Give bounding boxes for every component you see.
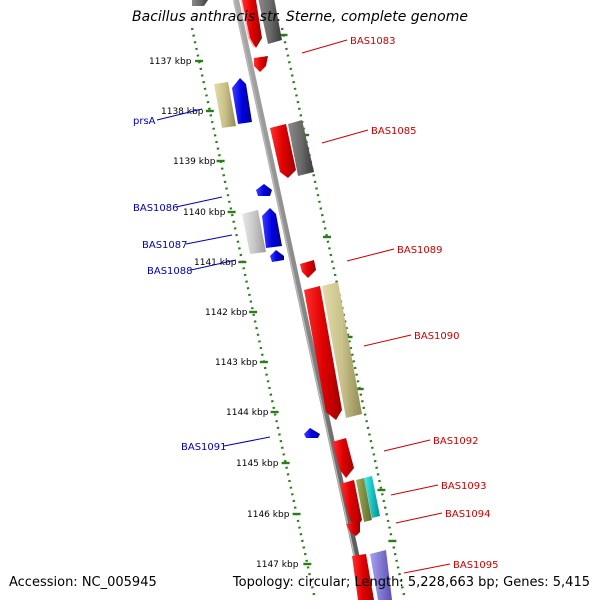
gene-arrow — [340, 480, 362, 528]
label-leader-line — [301, 39, 348, 54]
label-leader-line — [321, 129, 369, 144]
gene-label-reverse: BAS1086 — [133, 203, 179, 214]
gene-arrow — [242, 210, 266, 254]
label-leader-line — [185, 234, 233, 245]
label-leader-line — [395, 512, 443, 524]
gene-arrow — [288, 120, 314, 176]
kbp-tick-label: 1145 kbp — [236, 459, 279, 469]
gene-arrow — [270, 124, 296, 178]
gene-arrow — [214, 82, 236, 128]
gene-arrow — [300, 260, 316, 278]
gene-arrow — [242, 0, 262, 48]
gene-arrow — [304, 286, 342, 420]
gene-arrow — [232, 78, 252, 124]
gene-label-reverse: BAS1087 — [142, 240, 188, 251]
label-leader-line — [223, 436, 271, 447]
gene-arrow — [332, 438, 354, 478]
kbp-tick-label: 1139 kbp — [173, 157, 216, 167]
gene-arrow — [364, 476, 380, 518]
label-leader-line — [156, 108, 203, 121]
kbp-tick-label: 1142 kbp — [205, 308, 248, 318]
genome-backbone — [233, 0, 369, 600]
gene-arrow — [370, 550, 392, 600]
gene-label-reverse: BAS1091 — [181, 442, 227, 453]
genome-title: Bacillus anthracis str. Sterne, complete… — [132, 9, 468, 25]
gene-label-forward: BAS1085 — [371, 126, 417, 137]
gene-arrow — [270, 250, 284, 262]
gene-label-reverse: BAS1088 — [147, 266, 193, 277]
gene-arrow — [192, 0, 208, 6]
left-tick-rail — [190, 27, 316, 596]
accession-text: Accession: NC_005945 — [9, 575, 157, 590]
gene-arrow — [304, 428, 320, 438]
gene-label-forward: BAS1083 — [350, 36, 396, 47]
label-leader-line — [346, 248, 395, 262]
kbp-tick-label: 1143 kbp — [215, 358, 258, 368]
gene-label-forward: BAS1089 — [397, 245, 443, 256]
gene-arrow — [256, 184, 272, 196]
gene-arrow — [262, 208, 282, 248]
kbp-tick-label: 1140 kbp — [183, 208, 226, 218]
kbp-tick-label: 1138 kbp — [161, 107, 204, 117]
gene-arrow — [258, 0, 282, 44]
label-leader-line — [383, 439, 431, 452]
gene-label-forward: BAS1092 — [433, 436, 479, 447]
backbone-layer — [233, 0, 369, 600]
label-leader-line — [403, 563, 451, 574]
label-leader-line — [190, 259, 237, 271]
gene-label-forward: BAS1095 — [453, 560, 499, 571]
label-leader-line — [363, 334, 412, 347]
gene-arrow — [352, 554, 374, 600]
backbone-highlight — [233, 0, 365, 600]
kbp-tick-label: 1146 kbp — [247, 510, 290, 520]
kbp-tick-label: 1137 kbp — [149, 57, 192, 67]
kbp-tick-label: 1144 kbp — [226, 408, 269, 418]
label-leader-line — [175, 196, 223, 208]
gene-label-reverse: prsA — [133, 116, 156, 127]
gene-arrow — [356, 478, 372, 522]
gene-label-forward: BAS1090 — [414, 331, 460, 342]
gene-label-forward: BAS1094 — [445, 509, 491, 520]
gene-arrow — [254, 56, 268, 72]
kbp-tick-label: 1147 kbp — [256, 560, 299, 570]
label-layer: BAS1083 BAS1085 BAS1089 BAS1090 BAS1092 BAS10… — [133, 36, 499, 574]
gene-label-forward: BAS1093 — [441, 481, 487, 492]
gene-arrow — [346, 522, 360, 536]
label-leader-line — [390, 484, 439, 496]
kbp-tick-label: 1141 kbp — [194, 258, 237, 268]
gene-arrow — [322, 282, 362, 418]
topology-summary: Topology: circular; Length: 5,228,663 bp… — [232, 575, 590, 590]
gene-layer — [192, 0, 392, 600]
